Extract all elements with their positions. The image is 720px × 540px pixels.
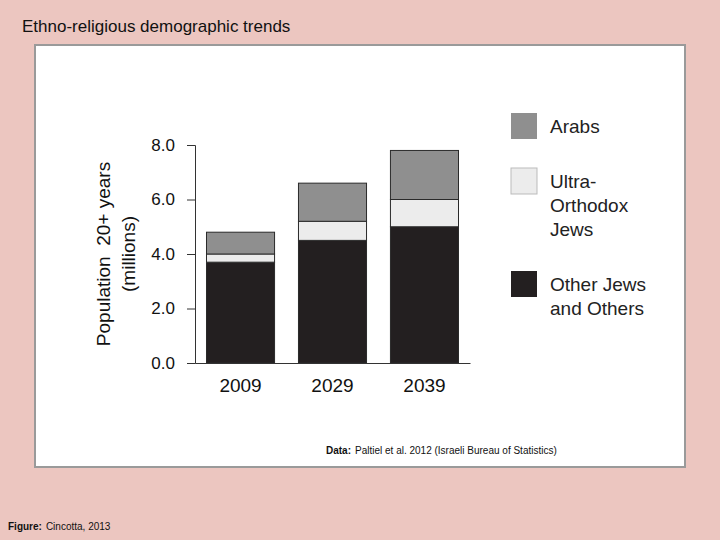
x-axis: 2009 2029 2039 <box>196 363 471 396</box>
y-tick: 4.0 <box>151 245 195 264</box>
annotation: Data: Paltiel et al. 2012 (Israeli Bureau… <box>326 445 557 456</box>
bars <box>206 150 458 363</box>
bar <box>206 232 274 254</box>
y-tick-label: 6.0 <box>151 190 175 209</box>
bar <box>206 262 274 363</box>
bar <box>298 221 366 240</box>
y-axis-line <box>187 146 196 364</box>
annotation-text: Paltiel et al. 2012 (Israeli Bureau of S… <box>355 445 557 456</box>
bar <box>390 200 458 227</box>
y-tick-mark <box>187 309 195 310</box>
annotation: Figure: Cincotta, 2013 <box>8 521 111 532</box>
x-tick-label: 2039 <box>403 375 445 396</box>
x-tick: 2029 <box>311 363 353 396</box>
legend-swatch <box>511 168 537 194</box>
y-tick: 0.0 <box>151 354 195 373</box>
x-axis-line <box>196 363 471 364</box>
y-tick-mark <box>187 145 195 146</box>
y-tick-mark <box>187 363 195 364</box>
y-axis-title-line: Population 20+ years <box>93 162 114 346</box>
legend-label: Other Jewsand Others <box>550 274 646 319</box>
annotation-label: Figure: <box>8 521 42 532</box>
legend-label: Arabs <box>550 116 600 137</box>
y-axis-title: Population 20+ years(millions) <box>93 162 139 346</box>
x-tick-label: 2029 <box>311 375 353 396</box>
y-tick-label: 8.0 <box>151 136 175 155</box>
legend-swatch <box>511 113 537 139</box>
legend-label: Ultra-OrthodoxJews <box>550 171 629 240</box>
y-tick-label: 4.0 <box>151 245 175 264</box>
series <box>206 227 458 363</box>
legend: Arabs Ultra-OrthodoxJews Other Jewsand Oth… <box>511 113 646 319</box>
bar <box>298 183 366 221</box>
y-tick: 6.0 <box>151 190 195 209</box>
y-tick-label: 2.0 <box>151 299 175 318</box>
chart: Ethno-religious demographic trends 0.0 2.0… <box>0 0 720 540</box>
x-tick: 2009 <box>219 363 261 396</box>
background <box>0 0 720 540</box>
x-tick: 2039 <box>403 363 445 396</box>
bar <box>390 227 458 363</box>
legend-swatch <box>511 271 537 297</box>
annotation-label: Data: <box>326 445 351 456</box>
series <box>206 150 458 254</box>
y-tick-mark <box>187 200 195 201</box>
annotation-text: Cincotta, 2013 <box>46 521 111 532</box>
x-tick-label: 2009 <box>219 375 261 396</box>
y-axis: 0.0 2.0 4.0 6.0 8.0 <box>151 136 195 373</box>
y-tick: 2.0 <box>151 299 195 318</box>
bar <box>298 240 366 363</box>
panel <box>35 45 685 467</box>
y-axis-title-line: (millions) <box>118 216 139 292</box>
title: Ethno-religious demographic trends <box>22 17 290 36</box>
y-tick-mark <box>187 254 195 255</box>
bar <box>206 254 274 262</box>
y-tick: 8.0 <box>151 136 195 155</box>
y-tick-label: 0.0 <box>151 354 175 373</box>
bar <box>390 150 458 199</box>
